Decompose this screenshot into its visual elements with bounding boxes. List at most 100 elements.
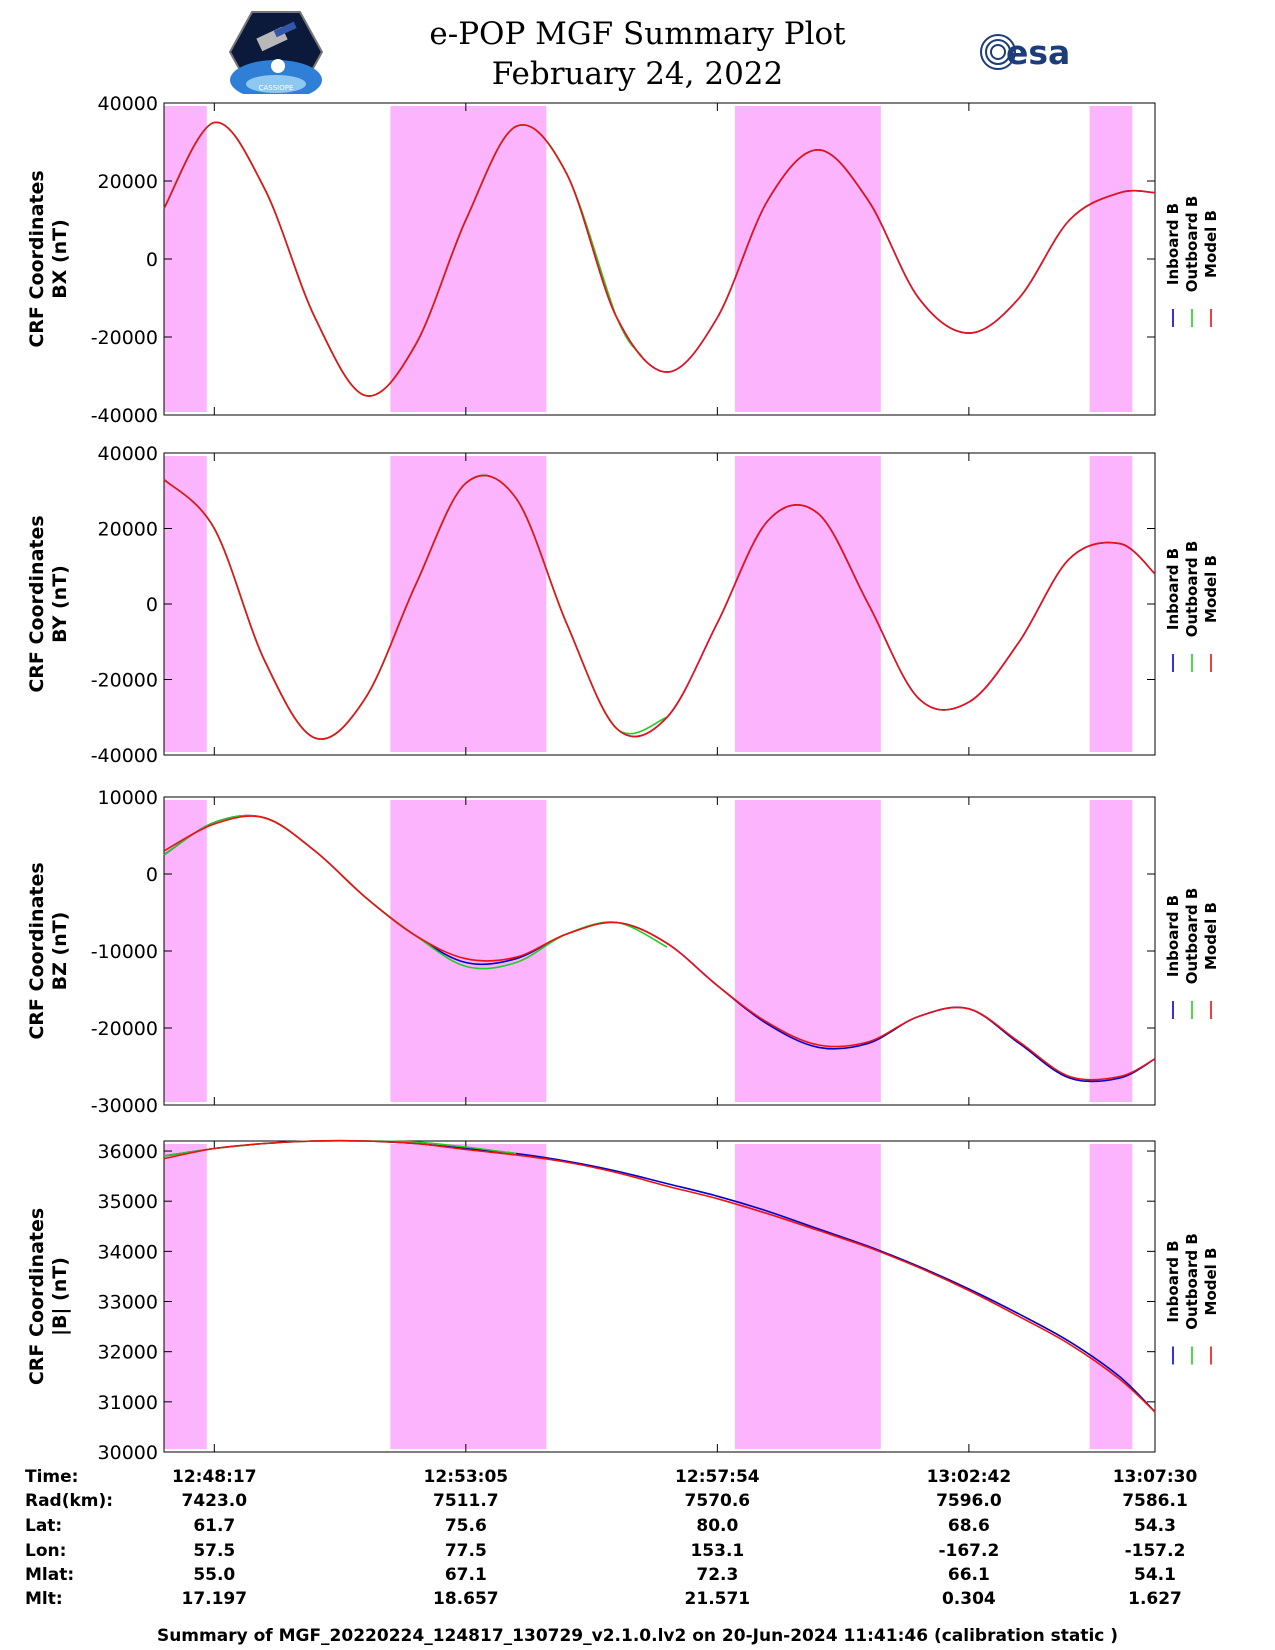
shaded-interval-2-1 — [390, 800, 547, 1102]
annotation-row-label-1: Rad(km): — [25, 1491, 113, 1511]
annotation-cell-1-2: 75.6 — [445, 1516, 487, 1536]
annotation-cell-1-3: 77.5 — [445, 1541, 487, 1561]
annotation-cell-0-1: 7423.0 — [181, 1491, 247, 1511]
ytick-label-3-5: 31000 — [98, 1392, 158, 1414]
annotation-cell-2-1: 7570.6 — [685, 1491, 751, 1511]
ytick-label-2-4: -30000 — [91, 1095, 158, 1117]
footer-summary: Summary of MGF_20220224_124817_130729_v2… — [156, 1626, 1119, 1646]
ylabel-line1-2: CRF Coordinates — [26, 862, 48, 1039]
legend-label-inboard-2: Inboard B — [1164, 895, 1182, 977]
annotation-cell-2-0: 12:57:54 — [675, 1467, 760, 1487]
annotation-cell-4-0: 13:07:30 — [1113, 1467, 1198, 1487]
shaded-interval-1-3 — [1089, 456, 1133, 752]
shaded-interval-2-3 — [1089, 800, 1133, 1102]
ytick-label-3-4: 32000 — [98, 1342, 158, 1364]
annotation-cell-0-5: 17.197 — [181, 1589, 247, 1609]
annotation-cell-0-2: 61.7 — [193, 1516, 235, 1536]
annotation-cell-4-1: 7586.1 — [1122, 1491, 1188, 1511]
annotation-cell-1-4: 67.1 — [445, 1565, 487, 1585]
annotation-cell-3-1: 7596.0 — [936, 1491, 1002, 1511]
shaded-interval-0-1 — [390, 106, 547, 412]
annotation-cell-4-2: 54.3 — [1134, 1516, 1176, 1536]
ytick-label-3-3: 33000 — [98, 1292, 158, 1314]
ylabel-line2-3: |B| (nT) — [49, 1257, 71, 1336]
series-line-inboard-1 — [163, 474, 1156, 740]
ytick-label-2-2: -10000 — [91, 941, 158, 963]
legend-label-outboard-0: Outboard B — [1183, 196, 1201, 293]
legend-label-outboard-1: Outboard B — [1183, 541, 1201, 638]
legend-label-model-3: Model B — [1202, 1248, 1220, 1316]
ytick-label-1-4: -40000 — [91, 745, 158, 767]
legend-label-outboard-3: Outboard B — [1183, 1233, 1201, 1330]
annotation-cell-3-0: 13:02:42 — [927, 1467, 1012, 1487]
series-line-model-1 — [163, 474, 1156, 740]
logo-left-text: CASSIOPE — [259, 84, 294, 92]
esa-logo-icon: esa — [980, 33, 1070, 72]
ytick-label-1-1: 20000 — [98, 519, 158, 541]
ytick-label-0-4: -40000 — [91, 405, 158, 427]
legend-label-outboard-2: Outboard B — [1183, 888, 1201, 985]
annotation-row-label-2: Lat: — [25, 1516, 62, 1536]
shaded-interval-0-2 — [734, 106, 881, 412]
series-line-model-0 — [163, 121, 1156, 397]
cassiope-logo-icon: CASSIOPE — [228, 11, 324, 94]
ytick-label-2-3: -20000 — [91, 1018, 158, 1040]
series-line-model-2 — [163, 815, 1156, 1081]
logo-right-text: esa — [1006, 33, 1070, 72]
shaded-interval-3-1 — [390, 1144, 547, 1449]
ytick-label-3-6: 30000 — [98, 1442, 158, 1464]
annotation-cell-4-3: -157.2 — [1125, 1541, 1186, 1561]
ylabel-line2-2: BZ (nT) — [49, 912, 71, 991]
annotation-row-label-5: Mlt: — [25, 1589, 63, 1609]
series-line-inboard-0 — [163, 121, 1156, 397]
annotation-row-label-3: Lon: — [25, 1541, 66, 1561]
annotation-cell-3-4: 66.1 — [948, 1565, 990, 1585]
annotation-cell-1-5: 18.657 — [433, 1589, 499, 1609]
annotation-cell-1-0: 12:53:05 — [424, 1467, 509, 1487]
annotation-cell-2-4: 72.3 — [696, 1565, 738, 1585]
shaded-interval-1-2 — [734, 456, 881, 752]
annotation-cell-3-2: 68.6 — [948, 1516, 990, 1536]
series-line-inboard-3 — [163, 1139, 1156, 1413]
panel-frame-3 — [163, 1140, 1156, 1453]
ytick-label-1-2: 0 — [146, 594, 158, 616]
ytick-label-3-1: 35000 — [98, 1191, 158, 1213]
ytick-label-2-0: 10000 — [98, 787, 158, 809]
annotation-row-label-0: Time: — [25, 1467, 78, 1487]
plot-title: e-POP MGF Summary Plot — [429, 16, 846, 52]
legend-label-model-2: Model B — [1202, 902, 1220, 970]
ytick-label-0-1: 20000 — [98, 171, 158, 193]
plot-date: February 24, 2022 — [491, 56, 784, 92]
legend-label-inboard-3: Inboard B — [1164, 1240, 1182, 1322]
legend-label-inboard-1: Inboard B — [1164, 548, 1182, 630]
annotation-cell-3-3: -167.2 — [938, 1541, 999, 1561]
ytick-label-3-0: 36000 — [98, 1141, 158, 1163]
shaded-interval-1-1 — [390, 456, 547, 752]
annotation-cell-2-2: 80.0 — [696, 1516, 738, 1536]
series-line-model-3 — [163, 1139, 1156, 1413]
panel-frame-0 — [163, 102, 1156, 416]
annotation-cell-2-3: 153.1 — [690, 1541, 744, 1561]
panel-frame-1 — [163, 452, 1156, 756]
ytick-label-0-0: 40000 — [98, 93, 158, 115]
ytick-label-2-1: 0 — [146, 864, 158, 886]
legend-label-model-1: Model B — [1202, 555, 1220, 623]
ylabel-line2-1: BY (nT) — [49, 565, 71, 643]
ylabel-line1-0: CRF Coordinates — [26, 170, 48, 347]
annotation-cell-0-0: 12:48:17 — [172, 1467, 257, 1487]
ytick-label-0-2: 0 — [146, 249, 158, 271]
shaded-interval-3-3 — [1089, 1144, 1133, 1449]
shaded-interval-3-2 — [734, 1144, 881, 1449]
series-line-inboard-2 — [163, 814, 1156, 1083]
ytick-label-0-3: -20000 — [91, 327, 158, 349]
panel-frame-2 — [163, 796, 1156, 1106]
ytick-label-3-2: 34000 — [98, 1241, 158, 1263]
annotation-cell-1-1: 7511.7 — [433, 1491, 499, 1511]
annotation-cell-2-5: 21.571 — [685, 1589, 751, 1609]
annotation-cell-0-3: 57.5 — [193, 1541, 235, 1561]
annotation-cell-4-5: 1.627 — [1128, 1589, 1182, 1609]
legend-label-inboard-0: Inboard B — [1164, 203, 1182, 285]
annotation-cell-3-5: 0.304 — [942, 1589, 996, 1609]
shaded-interval-3-0 — [164, 1144, 207, 1449]
